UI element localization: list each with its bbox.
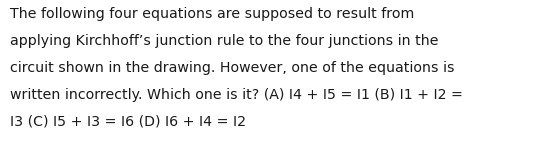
Text: The following four equations are supposed to result from: The following four equations are suppose… xyxy=(10,7,414,21)
Text: written incorrectly. Which one is it? (A) I4 + I5 = I1 (B) I1 + I2 =: written incorrectly. Which one is it? (A… xyxy=(10,88,463,102)
Text: circuit shown in the drawing. However, one of the equations is: circuit shown in the drawing. However, o… xyxy=(10,61,455,75)
Text: I3 (C) I5 + I3 = I6 (D) I6 + I4 = I2: I3 (C) I5 + I3 = I6 (D) I6 + I4 = I2 xyxy=(10,115,246,129)
Text: applying Kirchhoff’s junction rule to the four junctions in the: applying Kirchhoff’s junction rule to th… xyxy=(10,34,439,48)
